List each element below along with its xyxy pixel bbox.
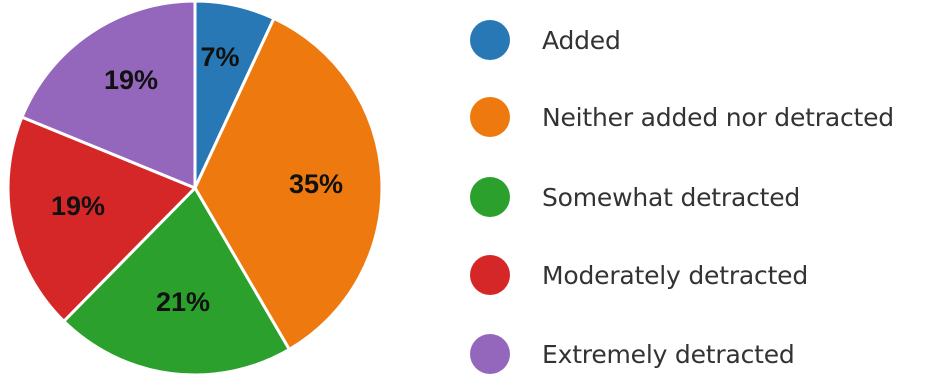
pie-data-label: 19% <box>51 191 105 221</box>
pie-data-label: 21% <box>156 287 210 317</box>
legend-swatch-extremely <box>470 334 510 374</box>
legend-label-neither: Neither added nor detracted <box>542 102 894 132</box>
legend-label-moderately: Moderately detracted <box>542 260 809 290</box>
pie-data-label: 35% <box>289 169 343 199</box>
pie-data-label: 19% <box>104 65 158 95</box>
legend-swatch-moderately <box>470 255 510 295</box>
legend: Added Neither added nor detracted Somewh… <box>470 0 927 377</box>
pie-slice-moderately-detracted <box>6 115 197 323</box>
pie-data-labels: 7% 35% 21% 19% 19% <box>51 42 343 317</box>
legend-swatch-neither <box>470 97 510 137</box>
legend-label-somewhat: Somewhat detracted <box>542 182 801 212</box>
legend-item-added: Added <box>470 18 621 62</box>
legend-swatch-added <box>470 20 510 60</box>
pie-slice-extremely-detracted <box>20 0 197 190</box>
legend-item-extremely: Extremely detracted <box>470 332 795 376</box>
pie-chart: 7% 35% 21% 19% 19% <box>6 0 384 377</box>
legend-item-moderately: Moderately detracted <box>470 253 808 297</box>
pie-data-label: 7% <box>200 42 239 72</box>
legend-item-neither: Neither added nor detracted <box>470 95 894 139</box>
pie-slices <box>6 0 384 377</box>
legend-swatch-somewhat <box>470 177 510 217</box>
legend-item-somewhat: Somewhat detracted <box>470 175 800 219</box>
pie-slice-somewhat-detracted <box>62 186 291 377</box>
legend-label-added: Added <box>542 25 621 55</box>
legend-label-extremely: Extremely detracted <box>542 339 795 369</box>
